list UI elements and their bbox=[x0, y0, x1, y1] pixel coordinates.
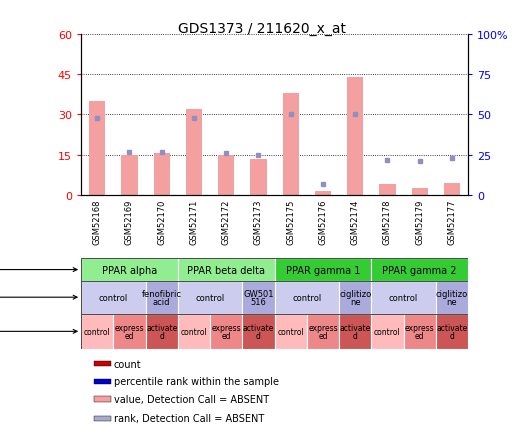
Text: activate
d: activate d bbox=[436, 323, 468, 340]
Bar bbox=[371, 281, 436, 314]
Bar bbox=[275, 259, 371, 281]
Text: protocol: protocol bbox=[0, 327, 77, 336]
Bar bbox=[178, 259, 275, 281]
Text: control: control bbox=[277, 327, 304, 336]
Text: control: control bbox=[196, 293, 225, 302]
Text: PPAR gamma 2: PPAR gamma 2 bbox=[382, 265, 457, 275]
Text: ciglitizo
ne: ciglitizo ne bbox=[436, 289, 468, 306]
Text: GSM52179: GSM52179 bbox=[415, 199, 424, 244]
Bar bbox=[404, 314, 436, 349]
Bar bbox=[154, 154, 170, 196]
Bar bbox=[95, 396, 111, 402]
Text: GW501
516: GW501 516 bbox=[243, 289, 274, 306]
Text: PPAR alpha: PPAR alpha bbox=[102, 265, 157, 275]
Bar bbox=[371, 259, 468, 281]
Text: cell line: cell line bbox=[0, 265, 77, 275]
Bar bbox=[436, 281, 468, 314]
Text: ciglitizo
ne: ciglitizo ne bbox=[339, 289, 371, 306]
Text: rank, Detection Call = ABSENT: rank, Detection Call = ABSENT bbox=[114, 414, 264, 424]
Text: express
ed: express ed bbox=[211, 323, 241, 340]
Text: control: control bbox=[99, 293, 128, 302]
Bar bbox=[275, 314, 307, 349]
Bar bbox=[282, 94, 299, 196]
Text: GSM52171: GSM52171 bbox=[189, 199, 198, 244]
Bar bbox=[444, 184, 460, 196]
Bar bbox=[113, 314, 145, 349]
Bar bbox=[347, 78, 363, 196]
Bar bbox=[275, 281, 339, 314]
Bar bbox=[210, 314, 242, 349]
Text: GSM52174: GSM52174 bbox=[351, 199, 360, 244]
Text: express
ed: express ed bbox=[405, 323, 435, 340]
Bar bbox=[251, 160, 267, 196]
Text: activate
d: activate d bbox=[243, 323, 274, 340]
Text: control: control bbox=[84, 327, 110, 336]
Text: control: control bbox=[374, 327, 401, 336]
Text: GSM52177: GSM52177 bbox=[448, 199, 457, 244]
Text: control: control bbox=[389, 293, 418, 302]
Bar bbox=[95, 379, 111, 384]
Text: activate
d: activate d bbox=[146, 323, 177, 340]
Bar bbox=[412, 189, 428, 196]
Bar bbox=[145, 281, 178, 314]
Bar bbox=[436, 314, 468, 349]
Text: GSM52175: GSM52175 bbox=[286, 199, 295, 244]
Bar bbox=[95, 416, 111, 421]
Text: PPAR beta delta: PPAR beta delta bbox=[187, 265, 265, 275]
Bar bbox=[315, 192, 331, 196]
Text: GSM52178: GSM52178 bbox=[383, 199, 392, 244]
Text: percentile rank within the sample: percentile rank within the sample bbox=[114, 377, 279, 386]
Text: GSM52170: GSM52170 bbox=[157, 199, 166, 244]
Text: GSM52169: GSM52169 bbox=[125, 199, 134, 244]
Bar bbox=[242, 314, 275, 349]
Text: express
ed: express ed bbox=[115, 323, 144, 340]
Text: value, Detection Call = ABSENT: value, Detection Call = ABSENT bbox=[114, 394, 269, 404]
Bar bbox=[379, 185, 395, 196]
Text: express
ed: express ed bbox=[308, 323, 338, 340]
Bar bbox=[339, 281, 371, 314]
Text: PPAR gamma 1: PPAR gamma 1 bbox=[286, 265, 360, 275]
Bar bbox=[145, 314, 178, 349]
Text: agent: agent bbox=[0, 293, 77, 302]
Text: GSM52168: GSM52168 bbox=[93, 199, 101, 244]
Bar bbox=[178, 281, 242, 314]
Bar bbox=[218, 155, 234, 196]
Text: activate
d: activate d bbox=[339, 323, 371, 340]
Bar bbox=[339, 314, 371, 349]
Text: control: control bbox=[180, 327, 207, 336]
Bar bbox=[178, 314, 210, 349]
Bar bbox=[81, 314, 113, 349]
Bar bbox=[89, 102, 105, 196]
Bar bbox=[186, 110, 202, 196]
Text: control: control bbox=[292, 293, 322, 302]
Text: GSM52176: GSM52176 bbox=[319, 199, 327, 244]
Text: GSM52172: GSM52172 bbox=[222, 199, 231, 244]
Text: count: count bbox=[114, 359, 142, 369]
Bar bbox=[81, 281, 145, 314]
Text: GSM52173: GSM52173 bbox=[254, 199, 263, 244]
Bar bbox=[121, 155, 138, 196]
Text: GDS1373 / 211620_x_at: GDS1373 / 211620_x_at bbox=[177, 22, 346, 36]
Bar bbox=[242, 281, 275, 314]
Bar bbox=[81, 259, 178, 281]
Text: fenofibric
acid: fenofibric acid bbox=[142, 289, 181, 306]
Bar bbox=[307, 314, 339, 349]
Bar bbox=[95, 361, 111, 367]
Bar bbox=[371, 314, 404, 349]
